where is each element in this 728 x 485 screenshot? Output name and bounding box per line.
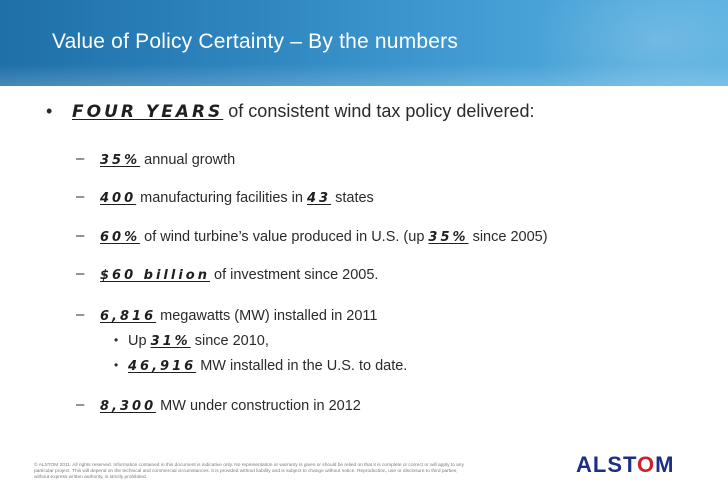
item-emphasis: 8,300: [100, 399, 157, 414]
slide-title: Value of Policy Certainty – By the numbe…: [52, 30, 459, 53]
sub-item-emphasis: 46,916: [128, 359, 197, 374]
sub-list-item-total-installed: 46,916 MW installed in the U.S. to date.: [128, 357, 407, 376]
item-text: megawatts (MW) installed in 2011: [156, 308, 378, 324]
title-bar-stripe: [0, 64, 728, 86]
list-item-growth: 35% annual growth: [100, 151, 235, 170]
list-item-installed-2011: 6,816 megawatts (MW) installed in 2011: [100, 307, 377, 326]
logo-o-mark: O: [637, 452, 656, 477]
item-emphasis-2: 43: [307, 191, 332, 206]
item-text-2: since 2005): [468, 229, 548, 245]
sub-item-text: MW installed in the U.S. to date.: [196, 358, 408, 374]
item-text: MW under construction in 2012: [156, 398, 361, 414]
item-marker: –: [76, 188, 85, 205]
list-item-under-construction: 8,300 MW under construction in 2012: [100, 397, 361, 416]
item-emphasis: 6,816: [100, 309, 157, 324]
main-bullet-emphasis: FOUR YEARS: [72, 102, 224, 122]
item-text: annual growth: [140, 152, 236, 168]
item-text: of wind turbine’s value produced in U.S.…: [140, 229, 429, 245]
main-bullet: FOUR YEARS of consistent wind tax policy…: [72, 100, 534, 123]
sub-list-item-growth-since-2010: Up 31% since 2010,: [128, 332, 269, 351]
sub-item-prefix: Up: [128, 333, 151, 349]
alstom-logo: ALSTOM: [576, 452, 675, 478]
main-bullet-marker: •: [46, 101, 53, 121]
item-emphasis: $60 billion: [100, 268, 210, 283]
main-bullet-text: of consistent wind tax policy delivered:: [223, 101, 535, 121]
title-bar: Value of Policy Certainty – By the numbe…: [0, 0, 728, 86]
sub-item-emphasis: 31%: [150, 334, 191, 349]
item-marker: –: [76, 306, 85, 323]
logo-text-part1: ALST: [576, 452, 638, 477]
title-bar-glow: [528, 0, 728, 86]
item-marker: –: [76, 265, 85, 282]
sub-item-marker: •: [114, 358, 119, 372]
item-emphasis: 60%: [100, 230, 141, 245]
item-emphasis: 400: [100, 191, 137, 206]
item-emphasis: 35%: [100, 153, 141, 168]
item-marker: –: [76, 150, 85, 167]
sub-item-marker: •: [114, 333, 119, 347]
logo-text-part3: M: [655, 452, 675, 477]
list-item-investment: $60 billion of investment since 2005.: [100, 266, 378, 285]
item-text-2: states: [331, 190, 374, 206]
sub-item-text: since 2010,: [190, 333, 269, 349]
list-item-turbine-value: 60% of wind turbine’s value produced in …: [100, 228, 548, 247]
footer-disclaimer: © ALSTOM 2011. All rights reserved. Info…: [34, 463, 464, 480]
item-marker: –: [76, 396, 85, 413]
list-item-facilities: 400 manufacturing facilities in 43 state…: [100, 189, 374, 208]
item-text: of investment since 2005.: [209, 267, 379, 283]
item-emphasis-2: 35%: [428, 230, 469, 245]
item-marker: –: [76, 227, 85, 244]
item-text: manufacturing facilities in: [136, 190, 307, 206]
